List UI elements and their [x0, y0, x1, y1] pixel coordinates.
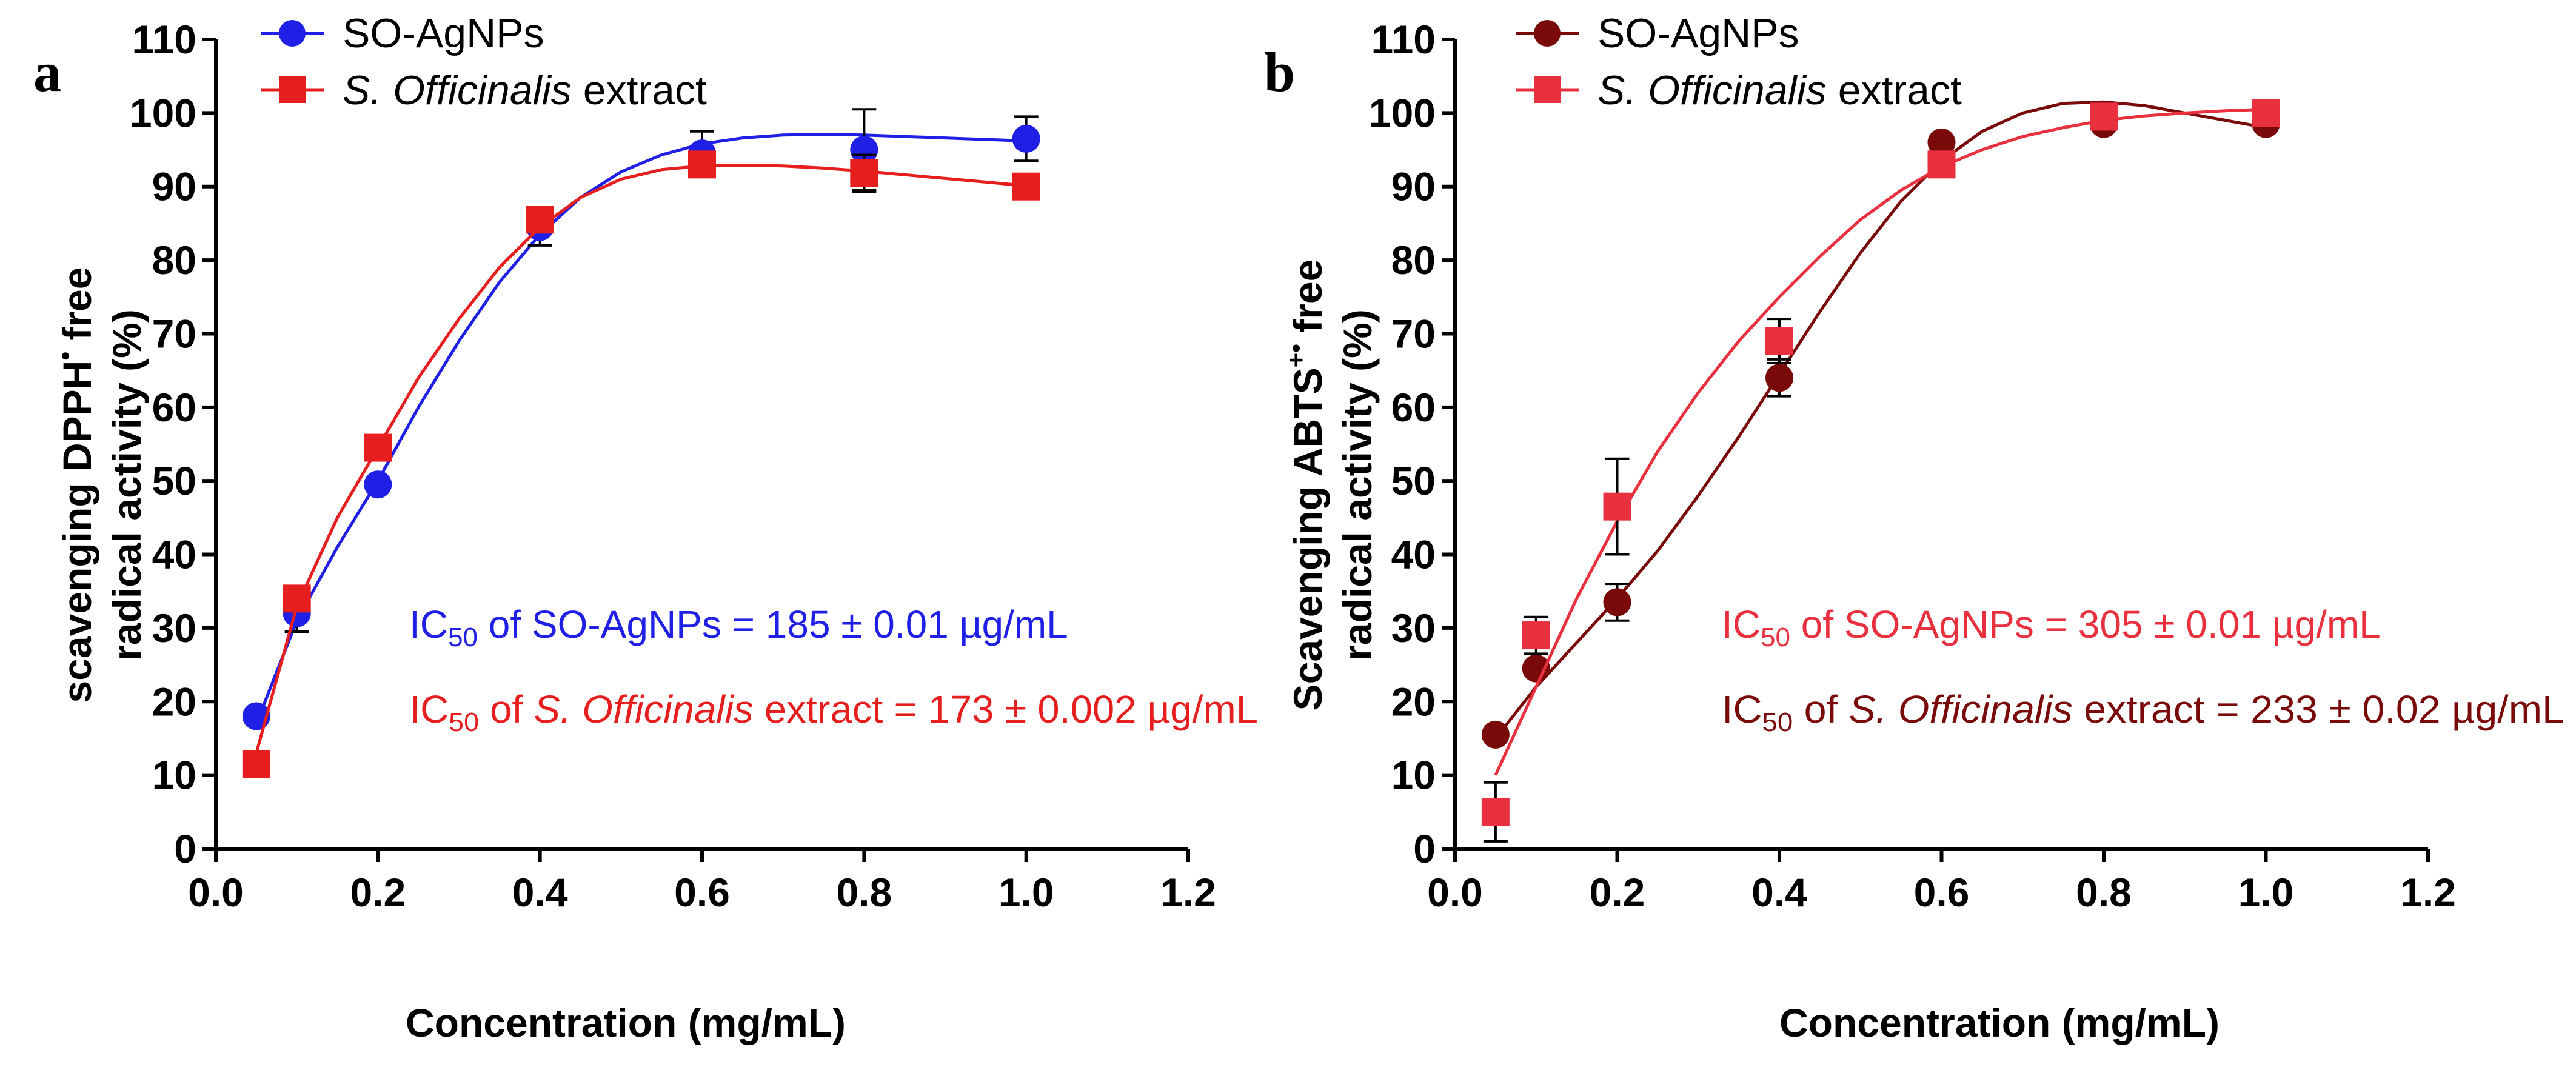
panel-b-x-tick-label: 0.6: [1914, 870, 1970, 915]
panel-b-x-tick-label: 0.8: [2076, 870, 2132, 915]
panel-b-ylabel-line1: Scavenging ABTS+• free: [1282, 259, 1330, 711]
panel-a-y-tick-label: 10: [152, 753, 196, 798]
panel-a-axes: 0 10 20 30 40 50 60 70 80 90 100 110 0.0 0.2 0.4 0.6 0.8…: [130, 17, 1216, 915]
panel-b-point-extract: [2252, 99, 2280, 127]
panel-a-x-tick-label: 0.0: [188, 870, 244, 915]
panel-b-y-tick-label: 60: [1391, 385, 1436, 430]
panel-a-x-tick-label: 0.6: [674, 870, 730, 915]
panel-b-y-tick-label: 50: [1391, 458, 1436, 503]
panel-b-y-tick-label: 10: [1391, 753, 1436, 798]
panel-b-x-tick-label: 0.2: [1590, 870, 1645, 915]
panel-b-ylabel-line2: radical activity (%): [1335, 309, 1380, 661]
panel-a-legend: SO-AgNPs S. Officinalis extract: [261, 10, 707, 113]
panel-a-x-tick-label: 0.2: [350, 870, 406, 915]
panel-b-y-tick-label: 0: [1413, 826, 1436, 871]
panel-a-point-extract: [242, 750, 270, 778]
panel-a-ic50-agnps: IC50 of SO-AgNPs = 185 ± 0.01 µg/mL: [409, 603, 1068, 652]
panel-a-point-extract: [526, 206, 554, 234]
panel-b-letter: b: [1264, 41, 1295, 103]
panel-b-y-axis-title: Scavenging ABTS+• free radical activity …: [1282, 259, 1380, 711]
panel-b-point-extract: [1765, 327, 1793, 355]
panel-b-curve-extract: [1494, 107, 2266, 776]
panel-b-point-agnps: [1522, 654, 1550, 683]
panel-a-curve-agnps: [255, 133, 1026, 724]
panel-a-point-extract: [688, 150, 716, 179]
panel-b-y-tick-label: 40: [1391, 532, 1436, 577]
panel-b-point-agnps: [1765, 364, 1793, 392]
panel-b-y-tick-label: 100: [1369, 90, 1436, 135]
panel-b-ic50-extract: IC50 of S. Officinalis extract = 233 ± 0…: [1722, 687, 2564, 737]
panel-a-legend-marker-agnps: [279, 20, 306, 47]
panel-b-point-extract: [2090, 102, 2118, 131]
panel-b-point-extract: [1603, 492, 1631, 521]
panel-a-y-tick-label: 30: [152, 606, 196, 650]
panel-b-legend-marker-agnps: [1534, 20, 1561, 47]
panel-a-x-tick-label: 1.2: [1160, 870, 1216, 915]
panel-b-point-extract: [1481, 798, 1510, 826]
panel-a-ic50-extract: IC50 of S. Officinalis extract = 173 ± 0…: [409, 687, 1258, 737]
panel-a-y-tick-label: 90: [152, 164, 196, 209]
panel-a-ylabel-line2: radical activity (%): [104, 309, 149, 661]
panel-a-point-agnps: [364, 470, 392, 499]
panel-a-y-tick-label: 80: [152, 238, 196, 282]
panel-a-point-agnps: [850, 136, 878, 164]
panel-a-x-axis-title: Concentration (mg/mL): [406, 1000, 846, 1045]
panel-a-point-extract: [1012, 172, 1040, 201]
panel-a-y-tick-label: 20: [152, 679, 196, 724]
panel-a-y-tick-label: 50: [152, 458, 196, 503]
panel-b-y-tick-label: 70: [1391, 311, 1436, 356]
panel-b: b Scavenging ABTS+• free radical activit…: [1264, 10, 2564, 1045]
panel-b-x-axis-title: Concentration (mg/mL): [1779, 1000, 2220, 1045]
panel-b-ic50-agnps: IC50 of SO-AgNPs = 305 ± 0.01 µg/mL: [1722, 603, 2381, 652]
panel-b-point-agnps: [1927, 128, 1956, 156]
panel-a-y-axis-title: scavenging DPPH• free radical activity (…: [51, 267, 149, 703]
panel-b-x-tick-label: 0.4: [1751, 870, 1807, 915]
panel-b-point-agnps: [1603, 588, 1631, 617]
panel-b-legend-label-agnps: SO-AgNPs: [1597, 10, 1799, 56]
panel-b-x-tick-label: 0.0: [1427, 870, 1483, 915]
panel-a-plot-area: [242, 108, 1040, 778]
panel-a-point-extract: [364, 433, 392, 462]
panel-b-y-tick-label: 80: [1391, 238, 1436, 282]
panel-b-y-tick-label: 90: [1391, 164, 1436, 209]
panel-b-x-tick-label: 1.0: [2238, 870, 2294, 915]
panel-b-axes: 0 10 20 30 40 50 60 70 80 90 100 110 0.0 0.2 0.4 0.6 0.8…: [1369, 17, 2456, 915]
panel-a-y-tick-label: 0: [174, 826, 196, 871]
panel-a-point-extract: [283, 584, 311, 613]
panel-a-x-tick-label: 0.4: [512, 870, 568, 915]
panel-b-y-tick-label: 30: [1391, 606, 1436, 650]
panel-b-legend: SO-AgNPs S. Officinalis extract: [1516, 10, 1962, 113]
panel-b-point-extract: [1522, 621, 1550, 650]
panel-a-y-tick-label: 70: [152, 311, 196, 356]
panel-b-y-tick-label: 20: [1391, 679, 1436, 724]
panel-a-y-tick-label: 100: [130, 90, 196, 135]
panel-a-legend-label-extract: S. Officinalis extract: [343, 67, 707, 113]
panel-a-y-tick-label: 110: [132, 17, 196, 62]
panel-b-point-agnps: [1481, 720, 1510, 749]
panel-a-x-tick-label: 0.8: [836, 870, 892, 915]
panel-b-y-tick-label: 110: [1371, 17, 1436, 62]
panel-b-point-extract: [1927, 150, 1956, 179]
panel-a-legend-marker-extract: [279, 76, 306, 103]
panel-b-legend-marker-extract: [1534, 76, 1561, 103]
panel-a-ylabel-line1: scavenging DPPH• free: [51, 267, 99, 703]
panel-b-plot-area: [1481, 99, 2280, 843]
panel-a-x-tick-label: 1.0: [999, 870, 1054, 915]
panel-a-y-tick-label: 40: [152, 532, 196, 577]
panel-a-legend-label-agnps: SO-AgNPs: [343, 10, 544, 56]
panel-a: a scavenging DPPH• free radical activity…: [33, 10, 1258, 1045]
panel-b-legend-label-extract: S. Officinalis extract: [1597, 67, 1962, 113]
panel-a-y-tick-label: 60: [152, 385, 196, 430]
panel-a-letter: a: [33, 41, 61, 103]
panel-b-x-tick-label: 1.2: [2400, 870, 2456, 915]
panel-a-point-extract: [850, 159, 878, 187]
panel-a-point-agnps: [1012, 124, 1040, 153]
